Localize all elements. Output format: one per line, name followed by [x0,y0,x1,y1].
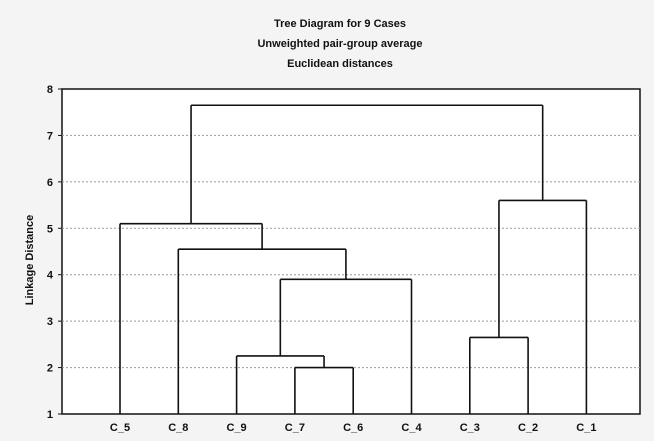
chart-subtitle-2: Euclidean distances [287,58,393,70]
y-tick-label: 7 [47,130,53,142]
plot-area [61,88,641,415]
grid-layer [62,134,640,369]
y-tick-label: 4 [47,270,54,282]
leaf-label-layer: C_5 C_8 C_9 C_7 C_6 C_4 C_3 C_2 C_1 [110,422,597,434]
y-tick-label: 8 [47,84,53,96]
y-tick-layer: 1 2 3 4 5 6 7 8 [47,84,62,421]
leaf-label: C_1 [576,422,596,434]
leaf-label: C_4 [401,422,422,434]
chart-subtitle-1: Unweighted pair-group average [257,38,422,50]
leaf-label: C_3 [460,422,480,434]
y-tick-label: 1 [47,409,53,421]
y-tick-label: 6 [47,177,53,189]
chart-title: Tree Diagram for 9 Cases [274,18,406,30]
y-axis-label: Linkage Distance [24,215,36,305]
leaf-label: C_9 [227,422,247,434]
leaf-label: C_7 [285,422,305,434]
y-tick-label: 3 [47,316,53,328]
leaf-label: C_2 [518,422,538,434]
leaf-label: C_6 [343,422,363,434]
leaf-label: C_5 [110,422,130,434]
leaf-label: C_8 [168,422,188,434]
branch-layer [119,104,588,414]
y-tick-label: 5 [47,223,53,235]
y-tick-label: 2 [47,363,53,375]
